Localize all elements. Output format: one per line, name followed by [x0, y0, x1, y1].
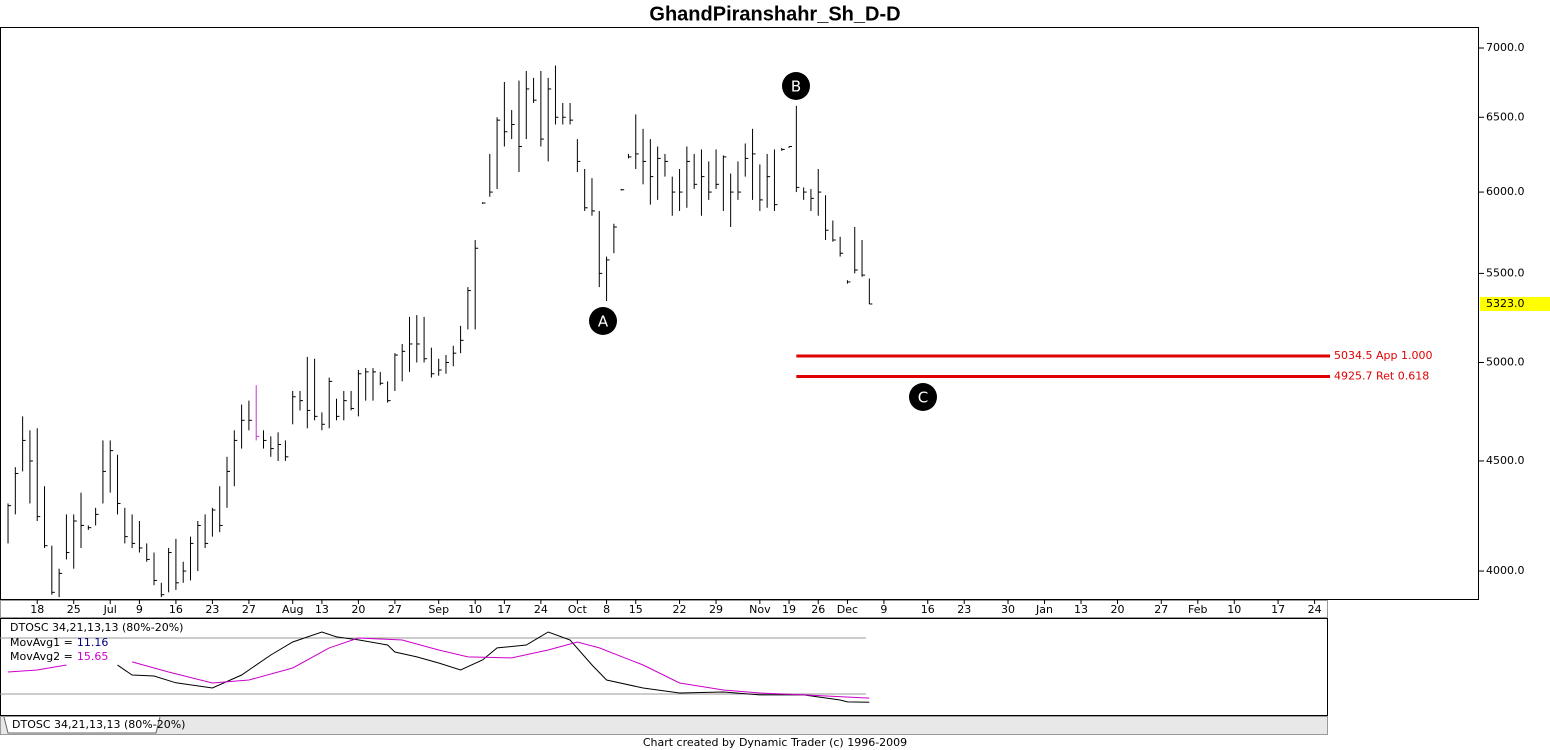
annotation-b: B — [782, 72, 810, 100]
oscillator-panel — [0, 618, 1328, 716]
legend-entry: MovAvg1 = 11.16 — [10, 636, 108, 649]
x-tick-label: Jan — [1035, 603, 1053, 616]
x-tick-label: 17 — [497, 603, 511, 616]
x-tick-label: 17 — [1271, 603, 1285, 616]
x-tick-label: 24 — [534, 603, 548, 616]
x-tick-label: 13 — [315, 603, 329, 616]
annotation-label: A — [598, 313, 609, 331]
x-tick-label: Jul — [103, 603, 117, 616]
x-tick-label: Dec — [837, 603, 858, 616]
x-tick-label: 19 — [782, 603, 796, 616]
annotation-label: C — [918, 389, 928, 407]
last-price-label: 5323.0 — [1486, 297, 1525, 310]
annotation-c: C — [909, 383, 937, 411]
x-tick-label: 23 — [957, 603, 971, 616]
y-tick-label: 6500.0 — [1486, 110, 1525, 123]
x-tick-label: 16 — [169, 603, 183, 616]
x-tick-label: 22 — [673, 603, 687, 616]
oscillator-line — [117, 631, 870, 703]
x-tick-label: Oct — [568, 603, 588, 616]
footer: Chart created by Dynamic Trader (c) 1996… — [643, 736, 907, 749]
chart-title: GhandPiranshahr_Sh_D-D — [649, 3, 900, 25]
x-tick-label: Aug — [282, 603, 303, 616]
x-tick-label: 16 — [921, 603, 935, 616]
x-tick-label: 25 — [67, 603, 81, 616]
y-tick-label: 7000.0 — [1486, 41, 1525, 54]
x-tick-label: 24 — [1308, 603, 1322, 616]
x-tick-label: 29 — [709, 603, 723, 616]
x-tick-label: Nov — [749, 603, 771, 616]
x-tick-label: 23 — [205, 603, 219, 616]
legend-value: 11.16 — [77, 636, 109, 649]
x-tick-label: Feb — [1188, 603, 1207, 616]
y-tick-label: 4000.0 — [1486, 564, 1525, 577]
x-tick-label: 9 — [136, 603, 143, 616]
x-tick-label: 27 — [242, 603, 256, 616]
date-strip — [0, 600, 1328, 618]
level-label: 4925.7 Ret 0.618 — [1334, 369, 1429, 382]
annotation-label: B — [791, 78, 801, 96]
x-tick-label: 26 — [811, 603, 825, 616]
y-tick-label: 6000.0 — [1486, 185, 1525, 198]
x-tick-label: 30 — [1001, 603, 1015, 616]
x-tick-label: 27 — [1154, 603, 1168, 616]
x-tick-label: 10 — [468, 603, 482, 616]
x-tick-label: 20 — [1111, 603, 1125, 616]
last-price-box — [1480, 296, 1550, 311]
x-tick-label: 9 — [880, 603, 887, 616]
tab[interactable] — [3, 716, 161, 734]
x-tick-label: 18 — [30, 603, 44, 616]
x-tick-label: 20 — [351, 603, 365, 616]
x-tick-label: Sep — [428, 603, 449, 616]
legend-entry: MovAvg2 = 15.65 — [10, 650, 108, 663]
oscillator-title: DTOSC 34,21,13,13 (80%-20%) — [10, 621, 183, 634]
x-tick-label: 13 — [1074, 603, 1088, 616]
tab-label[interactable]: DTOSC 34,21,13,13 (80%-20%) — [12, 718, 185, 731]
level-label: 5034.5 App 1.000 — [1334, 349, 1432, 362]
x-tick-label: 10 — [1227, 603, 1241, 616]
x-tick-label: 15 — [629, 603, 643, 616]
x-tick-label: 8 — [603, 603, 610, 616]
price-panel — [0, 27, 1479, 600]
y-tick-label: 5000.0 — [1486, 355, 1525, 368]
y-tick-label: 4500.0 — [1486, 454, 1525, 467]
legend-value: 15.65 — [77, 650, 109, 663]
legend-name: MovAvg2 = — [10, 650, 73, 663]
annotation-a: A — [589, 307, 617, 335]
tab-strip — [0, 716, 1328, 735]
legend-name: MovAvg1 = — [10, 636, 73, 649]
x-tick-label: 27 — [388, 603, 402, 616]
oscillator-line — [7, 637, 870, 699]
y-tick-label: 5500.0 — [1486, 266, 1525, 279]
